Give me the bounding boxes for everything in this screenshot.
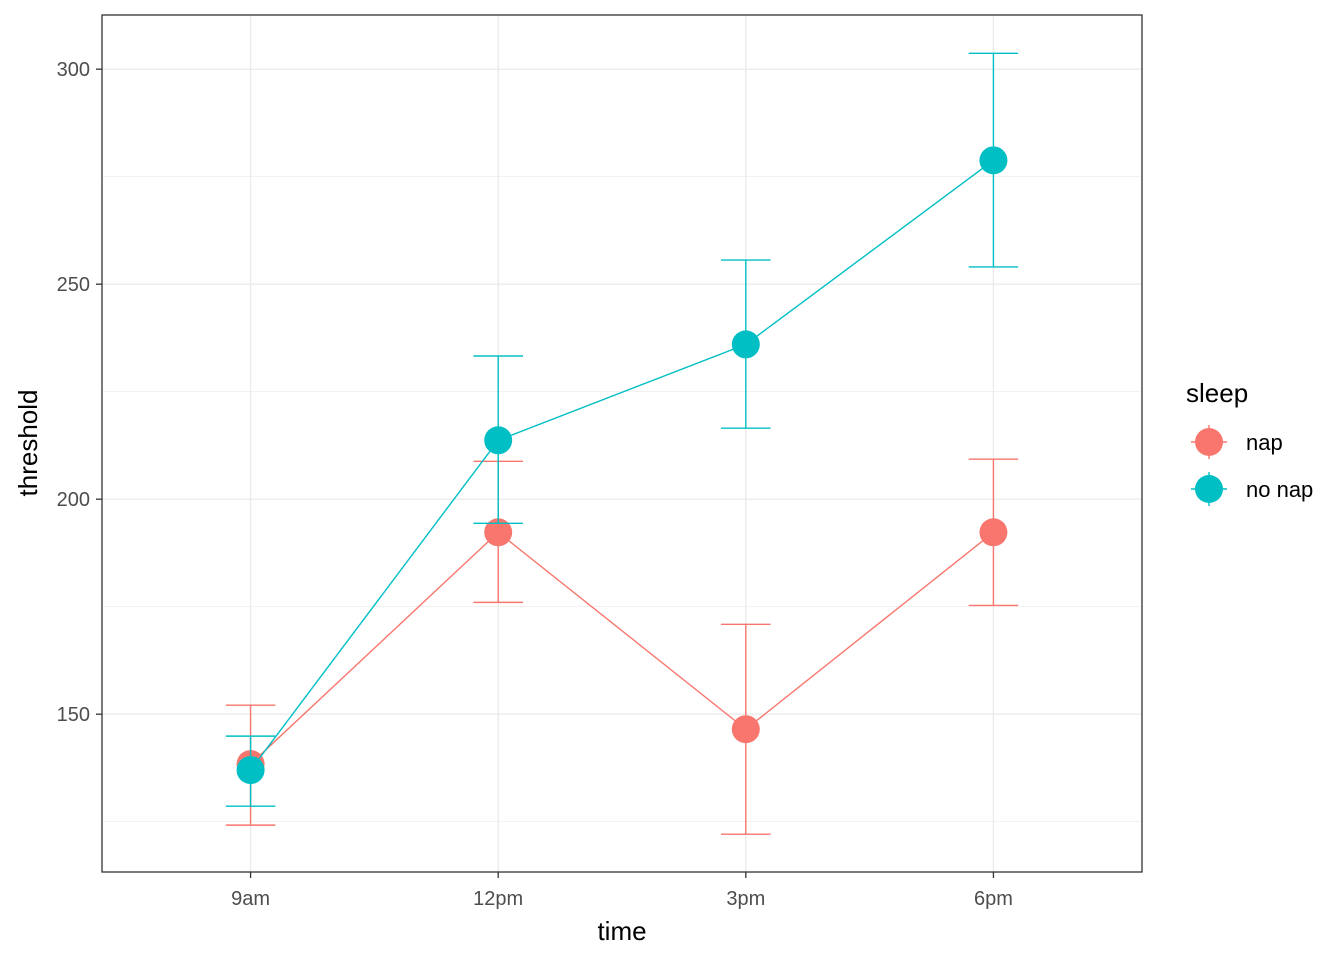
legend-label: no nap bbox=[1246, 477, 1313, 502]
legend-key-point bbox=[1195, 428, 1223, 456]
y-axis-title: threshold bbox=[13, 390, 43, 497]
series-line bbox=[250, 159, 994, 771]
y-tick-label: 300 bbox=[57, 59, 90, 81]
axes: 150 200 250 300 9am 12pm 3pm 6pm bbox=[57, 59, 1013, 910]
y-tick-label: 250 bbox=[57, 274, 90, 296]
data-point bbox=[236, 756, 265, 785]
series-nap bbox=[225, 458, 1019, 835]
grid bbox=[102, 15, 1142, 872]
y-tick-label: 200 bbox=[57, 489, 90, 511]
series-line bbox=[250, 531, 994, 765]
y-tick-label: 150 bbox=[57, 704, 90, 726]
legend-title: sleep bbox=[1186, 378, 1248, 408]
data-point bbox=[979, 146, 1008, 175]
legend: sleep nap no nap bbox=[1186, 378, 1313, 506]
x-tick-label: 3pm bbox=[726, 888, 765, 910]
series-no-nap bbox=[225, 52, 1019, 807]
data-point bbox=[979, 518, 1008, 547]
legend-key-point bbox=[1195, 475, 1223, 503]
data-point bbox=[484, 518, 513, 547]
x-tick-label: 9am bbox=[231, 888, 270, 910]
data-point bbox=[484, 426, 513, 455]
legend-label: nap bbox=[1246, 430, 1283, 455]
data-point bbox=[731, 330, 760, 359]
x-tick-label: 12pm bbox=[473, 888, 523, 910]
plot-panel-border bbox=[101, 14, 1143, 873]
x-tick-label: 6pm bbox=[974, 888, 1013, 910]
data-point bbox=[731, 715, 760, 744]
x-axis-title: time bbox=[597, 916, 646, 946]
series-layer bbox=[225, 52, 1019, 835]
